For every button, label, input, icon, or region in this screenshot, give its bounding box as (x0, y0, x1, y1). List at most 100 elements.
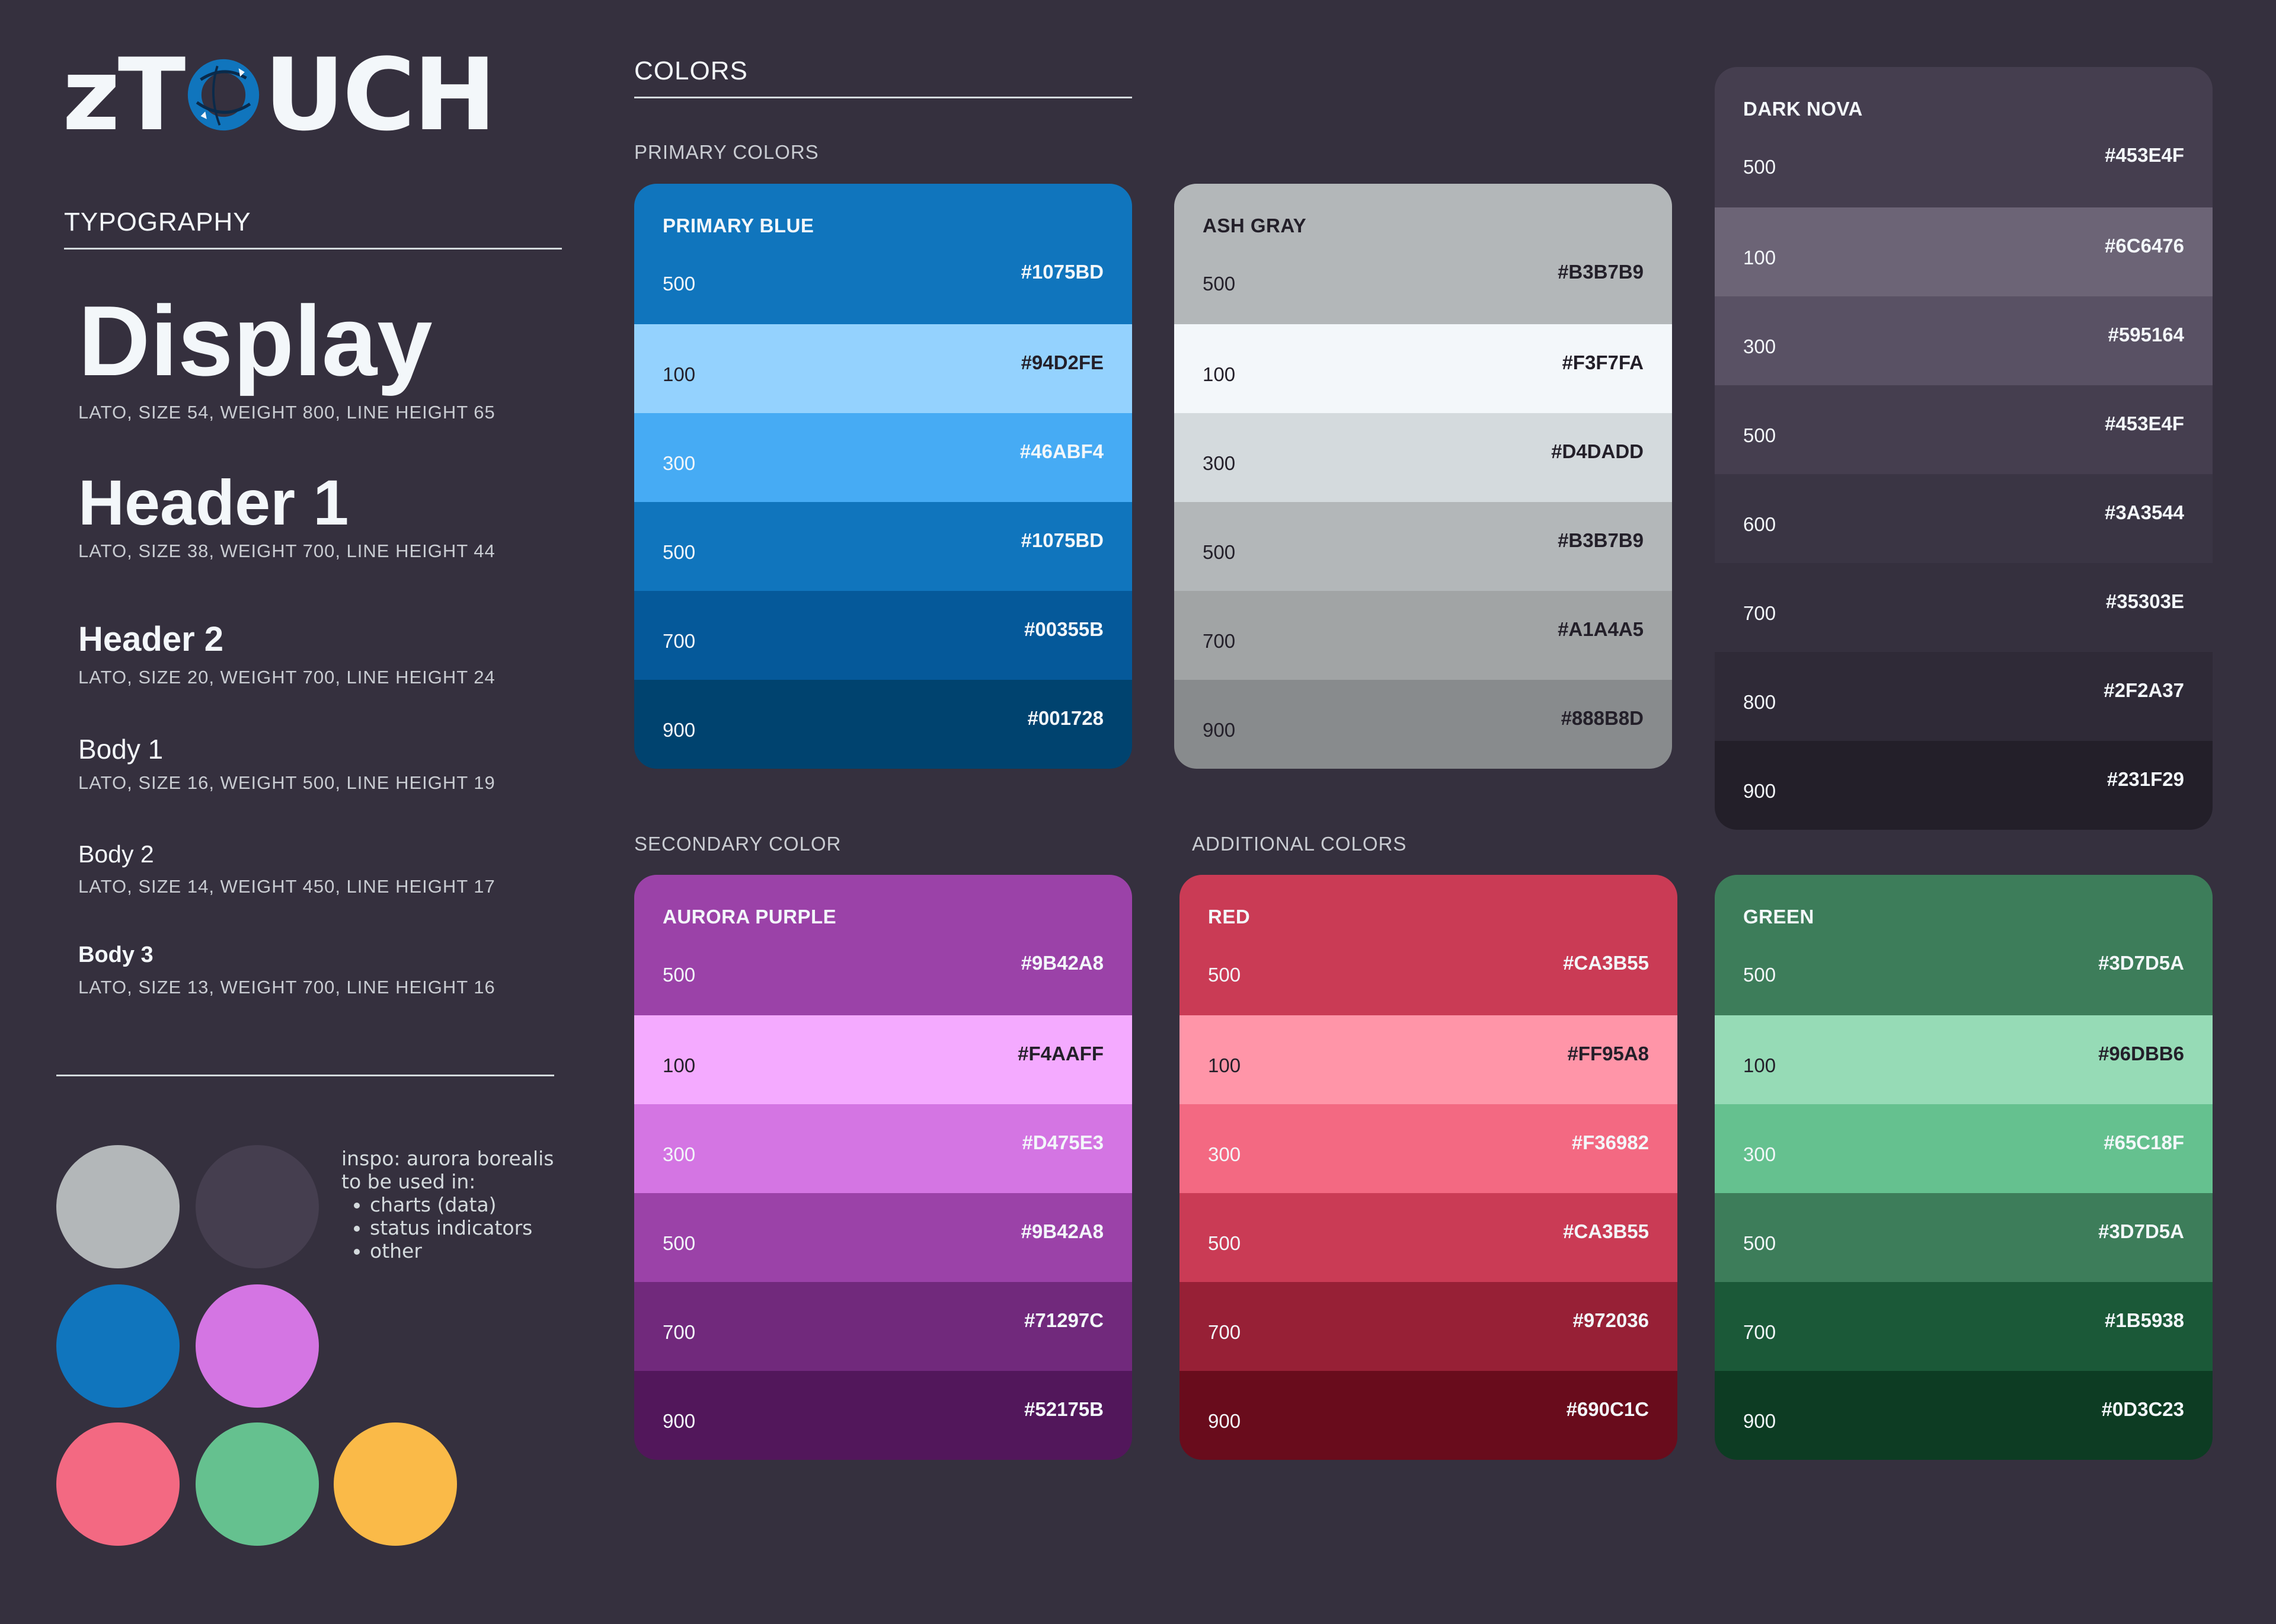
shade-label: 700 (1743, 602, 1776, 624)
swatch-row: 900 #888B8D (1174, 680, 1672, 769)
shade-label: 600 (1743, 513, 1776, 535)
swatches-divider (56, 1075, 554, 1076)
shade-label: 100 (1743, 247, 1776, 268)
swatch-row: ASH GRAY 500 #B3B7B9 (1174, 184, 1672, 324)
swatch-row: 500 #CA3B55 (1179, 1193, 1677, 1282)
hex-value: #CA3B55 (1563, 1220, 1649, 1242)
hex-value: #972036 (1572, 1309, 1649, 1331)
swatch-row: 700 #A1A4A5 (1174, 591, 1672, 680)
hex-value: #888B8D (1561, 707, 1644, 729)
type-sample-header-1: Header 1 (78, 466, 349, 538)
swatch-row: 300 #65C18F (1715, 1104, 2213, 1193)
inspo-item: status indicators (370, 1216, 554, 1239)
swatch-row: DARK NOVA 500 #453E4F (1715, 67, 2213, 207)
palette-name: DARK NOVA (1743, 98, 1863, 120)
swatch-row: 900 #231F29 (1715, 741, 2213, 830)
swatch-row: 300 #D475E3 (634, 1104, 1132, 1193)
swatch-row: 100 #94D2FE (634, 324, 1132, 413)
shade-label: 300 (663, 1143, 696, 1165)
swatch-row: 700 #35303E (1715, 563, 2213, 652)
palette-card-dark-nova: DARK NOVA 500 #453E4F 100 #6C6476 300 #595164 5… (1715, 67, 2213, 830)
hex-value: #0D3C23 (2101, 1398, 2184, 1420)
swatch-row: 100 #F4AAFF (634, 1015, 1132, 1104)
globe-icon (188, 59, 260, 131)
swatch-circle (196, 1284, 319, 1408)
hex-value: #9B42A8 (1021, 1220, 1104, 1242)
swatch-row: 900 #690C1C (1179, 1371, 1677, 1460)
shade-label: 900 (1203, 719, 1236, 741)
shade-label: 500 (1743, 1232, 1776, 1254)
hex-value: #46ABF4 (1019, 440, 1104, 462)
swatch-circle (196, 1422, 319, 1546)
shade-label: 500 (663, 964, 696, 986)
hex-value: #96DBB6 (2098, 1043, 2184, 1064)
palette-card-primary-blue: PRIMARY BLUE 500 #1075BD 100 #94D2FE 300 #46AB… (634, 184, 1132, 769)
hex-value: #D475E3 (1022, 1131, 1104, 1153)
swatch-row: 300 #D4DADD (1174, 413, 1672, 502)
hex-value: #453E4F (2105, 413, 2184, 434)
type-spec-body-1: LATO, SIZE 16, WEIGHT 500, LINE HEIGHT 1… (78, 772, 496, 793)
shade-label: 700 (1208, 1321, 1241, 1343)
typography-divider (64, 248, 562, 250)
hex-value: #595164 (2108, 324, 2184, 346)
swatch-row: GREEN 500 #3D7D5A (1715, 875, 2213, 1015)
hex-value: #D4DADD (1551, 440, 1644, 462)
shade-label: 500 (1743, 424, 1776, 446)
swatch-row: 500 #1075BD (634, 502, 1132, 591)
shade-label: 500 (663, 273, 696, 295)
type-sample-body-2: Body 2 (78, 840, 154, 868)
swatch-row: 600 #3A3544 (1715, 474, 2213, 563)
shade-label: 500 (663, 541, 696, 563)
shade-label: 500 (1203, 273, 1236, 295)
palette-card-green: GREEN 500 #3D7D5A 100 #96DBB6 300 #65C18F 500 #3… (1715, 875, 2213, 1460)
hex-value: #453E4F (2105, 144, 2184, 166)
shade-label: 100 (1203, 363, 1236, 385)
palette-name: ASH GRAY (1203, 215, 1307, 236)
palette-name: PRIMARY BLUE (663, 215, 814, 236)
hex-value: #3A3544 (2105, 501, 2184, 523)
type-sample-body-3: Body 3 (78, 942, 154, 967)
hex-value: #52175B (1024, 1398, 1104, 1420)
swatch-row: RED 500 #CA3B55 (1179, 875, 1677, 1015)
shade-label: 500 (1203, 541, 1236, 563)
shade-label: 700 (1743, 1321, 1776, 1343)
hex-value: #A1A4A5 (1558, 618, 1644, 640)
shade-label: 100 (1208, 1054, 1241, 1076)
shade-label: 100 (663, 1054, 696, 1076)
logo-text-start: z (62, 37, 120, 153)
hex-value: #1075BD (1021, 261, 1104, 283)
swatch-row: 500 #453E4F (1715, 385, 2213, 474)
shade-label: 900 (663, 1410, 696, 1432)
shade-label: 300 (1203, 452, 1236, 474)
colors-title: COLORS (634, 56, 748, 85)
shade-label: 100 (1743, 1054, 1776, 1076)
hex-value: #F36982 (1571, 1131, 1649, 1153)
shade-label: 500 (1208, 1232, 1241, 1254)
type-sample-header-2: Header 2 (78, 620, 224, 658)
shade-label: 100 (663, 363, 696, 385)
hex-value: #1B5938 (2105, 1309, 2184, 1331)
swatch-row: 300 #F36982 (1179, 1104, 1677, 1193)
inspo-list: charts (data) status indicators other (341, 1193, 554, 1262)
hex-value: #3D7D5A (2098, 1220, 2184, 1242)
typography-title: TYPOGRAPHY (64, 207, 251, 236)
swatch-circle (196, 1145, 319, 1268)
hex-value: #F4AAFF (1018, 1043, 1104, 1064)
hex-value: #B3B7B9 (1558, 529, 1644, 551)
palette-card-red: RED 500 #CA3B55 100 #FF95A8 300 #F36982 500 #CA3… (1179, 875, 1677, 1460)
inspo-line-1: inspo: aurora borealis (341, 1147, 554, 1170)
swatch-circle (56, 1284, 180, 1408)
swatch-circle (334, 1422, 457, 1546)
hex-value: #71297C (1024, 1309, 1104, 1331)
shade-label: 900 (1743, 780, 1776, 802)
swatch-row: 100 #FF95A8 (1179, 1015, 1677, 1104)
palette-card-ash-gray: ASH GRAY 500 #B3B7B9 100 #F3F7FA 300 #D4DADD 50… (1174, 184, 1672, 769)
shade-label: 700 (1203, 630, 1236, 652)
shade-label: 900 (1208, 1410, 1241, 1432)
hex-value: #94D2FE (1021, 351, 1104, 373)
swatch-circle (56, 1145, 180, 1268)
swatch-row: PRIMARY BLUE 500 #1075BD (634, 184, 1132, 324)
shade-label: 500 (663, 1232, 696, 1254)
hex-value: #6C6476 (2105, 235, 2184, 257)
type-spec-header-2: LATO, SIZE 20, WEIGHT 700, LINE HEIGHT 2… (78, 667, 496, 688)
